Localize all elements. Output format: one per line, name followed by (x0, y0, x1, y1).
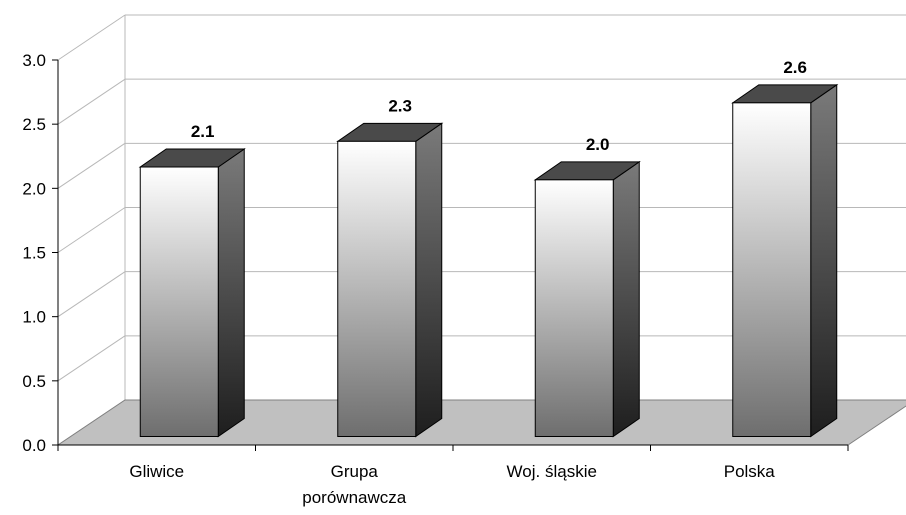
bar-front (139, 166, 219, 437)
x-tick-label: Polska (724, 462, 776, 481)
bar-side (217, 148, 245, 438)
y-tick-label: 1.0 (22, 308, 46, 327)
y-tick-label: 3.0 (22, 51, 46, 70)
bar-front (732, 102, 812, 437)
bar-side (612, 160, 640, 438)
bar-front (534, 179, 614, 437)
bar-2 (336, 122, 444, 438)
x-tick-label: Grupa porównawcza (302, 462, 406, 507)
data-label: 2.6 (783, 58, 807, 77)
data-label: 2.3 (388, 96, 412, 115)
x-tick-label: Woj. śląskie (507, 462, 597, 481)
depth-line (57, 14, 126, 61)
bar-1 (138, 148, 246, 438)
data-label: 2.1 (191, 122, 215, 141)
y-tick-label: 2.5 (22, 115, 46, 134)
y-tick-label: 0.5 (22, 372, 46, 391)
depth-line (57, 271, 126, 318)
bar-3 (533, 160, 641, 438)
data-label: 2.0 (586, 135, 610, 154)
y-tick-label: 2.0 (22, 179, 46, 198)
depth-line (57, 142, 126, 189)
y-tick-label: 1.5 (22, 244, 46, 263)
bar-4 (731, 83, 839, 438)
depth-line (57, 207, 126, 253)
bar-side (415, 122, 443, 438)
bar-side (810, 83, 838, 438)
depth-line (57, 335, 126, 382)
bar-front (337, 140, 417, 437)
depth-line (57, 78, 126, 125)
x-tick-label: Gliwice (129, 462, 184, 481)
y-tick-label: 0.0 (22, 436, 46, 455)
